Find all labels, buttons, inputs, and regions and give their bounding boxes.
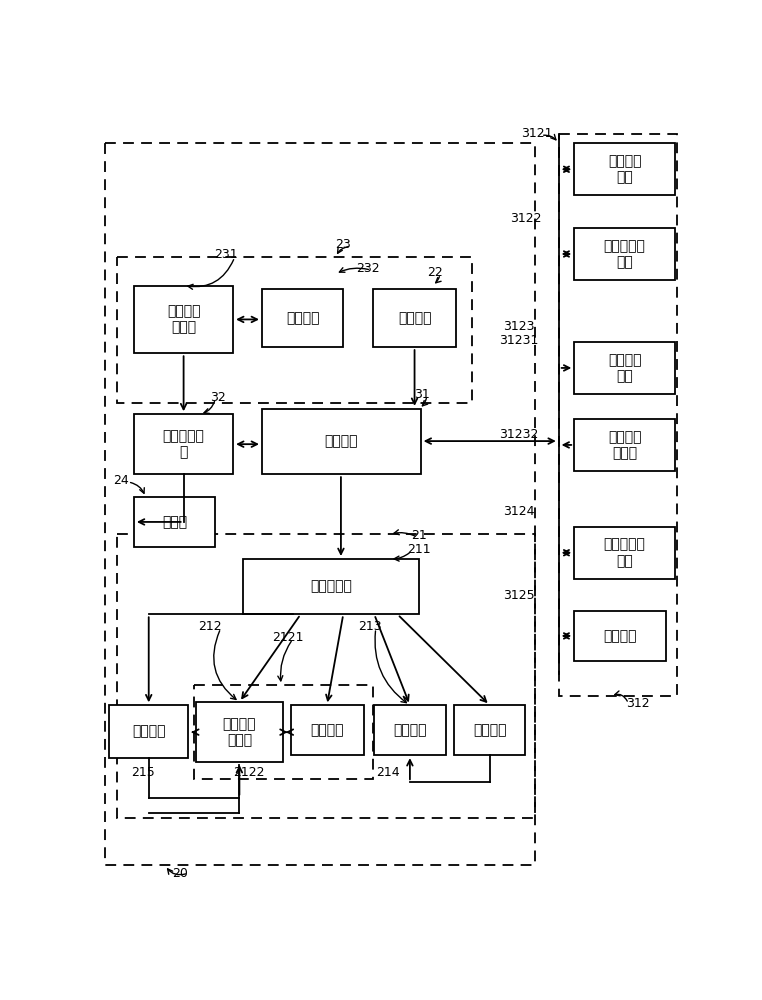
Bar (575, 143, 675, 195)
Bar (134, 286, 233, 353)
Text: 3122: 3122 (511, 212, 542, 225)
Text: 显示屏: 显示屏 (162, 515, 187, 529)
Text: 地感线圈
接口: 地感线圈 接口 (608, 353, 642, 383)
Text: 存储模块: 存储模块 (132, 724, 165, 738)
Text: 道闸接口: 道闸接口 (604, 629, 637, 643)
Text: 电源模块: 电源模块 (398, 311, 431, 325)
Text: 2121: 2121 (272, 631, 303, 644)
Text: 2122: 2122 (233, 766, 264, 779)
Text: 控制主板: 控制主板 (325, 434, 358, 448)
Text: 3121: 3121 (521, 127, 552, 140)
Bar (242, 559, 419, 614)
Bar (575, 228, 675, 280)
Text: 21: 21 (411, 529, 427, 542)
Text: 吐卡机控
制模块: 吐卡机控 制模块 (167, 304, 200, 335)
Text: 中央处理器: 中央处理器 (310, 580, 352, 594)
Text: 215: 215 (131, 766, 155, 779)
Text: 3123: 3123 (503, 320, 534, 333)
Text: 20: 20 (172, 867, 188, 880)
Text: 31: 31 (415, 388, 431, 401)
Bar (262, 409, 421, 474)
Bar (559, 134, 677, 696)
Text: 22: 22 (427, 266, 443, 279)
Text: 3125: 3125 (503, 589, 534, 602)
Bar (374, 705, 446, 755)
Bar (454, 705, 525, 755)
Bar (575, 527, 675, 579)
Text: 32: 32 (210, 391, 226, 404)
Text: 语音模块: 语音模块 (393, 723, 427, 737)
Bar (134, 497, 216, 547)
Bar (117, 534, 536, 818)
Text: 214: 214 (376, 766, 400, 779)
Text: 31231: 31231 (498, 334, 538, 347)
Text: 24: 24 (113, 474, 129, 487)
Bar (134, 414, 233, 474)
Text: 212: 212 (198, 620, 222, 633)
Text: 23: 23 (335, 238, 351, 251)
Text: 岗亭电脑
接口: 岗亭电脑 接口 (608, 154, 642, 184)
Text: 211: 211 (408, 543, 431, 556)
Text: 地感模块: 地感模块 (311, 723, 344, 737)
Text: 吐卡机线路
板: 吐卡机线路 板 (162, 429, 204, 459)
Text: 读卡模块: 读卡模块 (286, 311, 319, 325)
Text: 3124: 3124 (503, 505, 534, 518)
Bar (104, 143, 536, 865)
Bar (373, 289, 456, 347)
Bar (575, 611, 666, 661)
Text: 312: 312 (626, 697, 649, 710)
Text: 红外线检
测模块: 红外线检 测模块 (223, 717, 256, 747)
Text: 红外线检
测接口: 红外线检 测接口 (608, 430, 642, 460)
Bar (109, 705, 188, 758)
Bar (575, 419, 675, 471)
Bar (194, 685, 373, 779)
Text: 231: 231 (213, 248, 237, 261)
Bar (575, 342, 675, 394)
Bar (196, 702, 283, 762)
Bar (117, 257, 472, 403)
Text: 岗亭控制盒
接口: 岗亭控制盒 接口 (604, 239, 645, 269)
Text: 213: 213 (359, 620, 383, 633)
Text: 232: 232 (357, 262, 380, 275)
Text: 道闸模块: 道闸模块 (473, 723, 507, 737)
Text: 射频识别器
接口: 射频识别器 接口 (604, 538, 645, 568)
Bar (290, 705, 364, 755)
Text: 31232: 31232 (498, 428, 538, 441)
Bar (262, 289, 343, 347)
